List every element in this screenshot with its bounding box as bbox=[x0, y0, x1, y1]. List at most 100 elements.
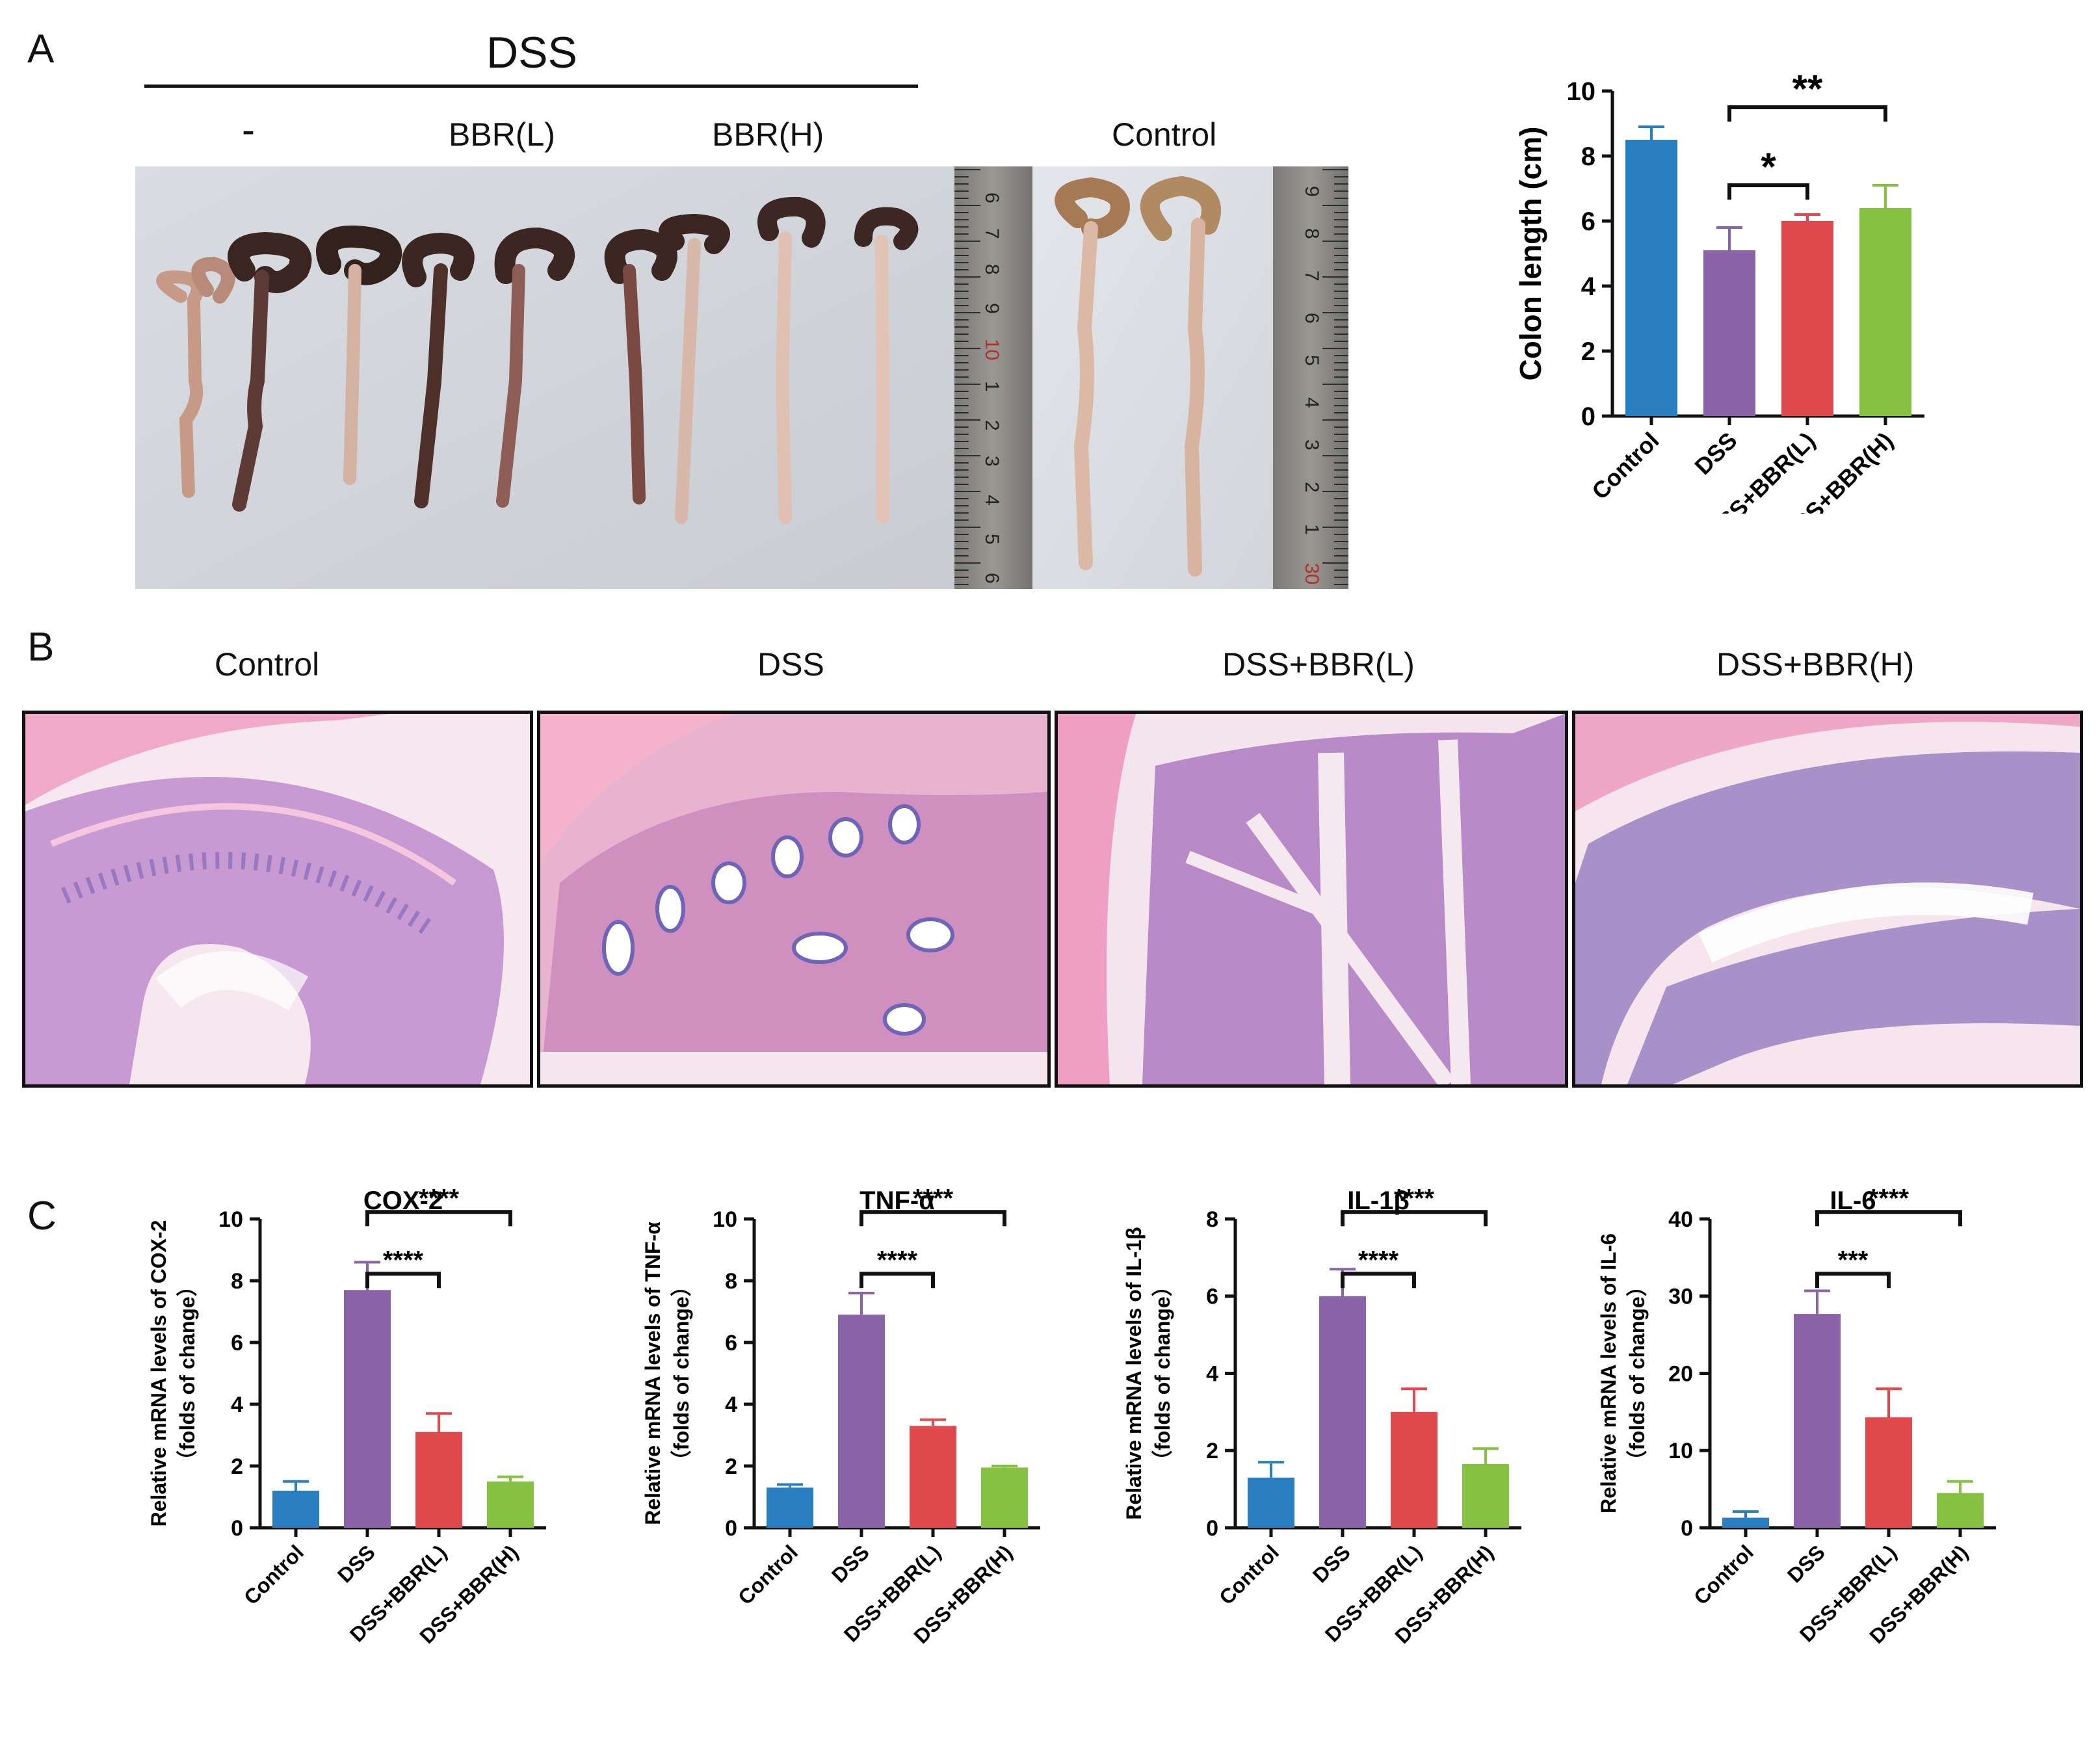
significance-label: **** bbox=[1869, 1184, 1910, 1212]
bar-dss bbox=[344, 1290, 391, 1528]
svg-text:5: 5 bbox=[1301, 355, 1322, 366]
bar-bbr_l bbox=[415, 1432, 462, 1528]
y-tick-label: 30 bbox=[1668, 1285, 1693, 1309]
y-tick-label: 10 bbox=[713, 1207, 737, 1232]
significance-label: *** bbox=[1838, 1246, 1869, 1274]
panel-letter-a: A bbox=[27, 27, 55, 72]
y-tick-label: 0 bbox=[1681, 1516, 1693, 1541]
significance-label: **** bbox=[383, 1246, 424, 1274]
y-tick-label: 0 bbox=[1581, 402, 1595, 431]
x-tick-label: DSS bbox=[1689, 427, 1742, 480]
significance-bracket bbox=[1727, 183, 1809, 200]
group-label-control: Control bbox=[1112, 116, 1217, 153]
bar-control bbox=[1625, 140, 1677, 416]
y-tick-label: 6 bbox=[725, 1331, 737, 1355]
svg-text:8: 8 bbox=[981, 264, 1003, 275]
significance-label: ** bbox=[1792, 67, 1823, 111]
svg-text:3: 3 bbox=[1301, 439, 1322, 451]
y-tick-label: 8 bbox=[1581, 142, 1595, 171]
bar-dss bbox=[1794, 1314, 1841, 1528]
svg-text:7: 7 bbox=[1301, 270, 1322, 281]
histology-image-dss bbox=[537, 711, 1051, 1088]
svg-text:10: 10 bbox=[981, 339, 1003, 360]
dss-header-rule bbox=[144, 85, 918, 88]
y-tick-label: 40 bbox=[1668, 1207, 1693, 1232]
x-tick-label: DSS bbox=[827, 1540, 874, 1587]
svg-text:2: 2 bbox=[1301, 482, 1322, 493]
svg-text:30: 30 bbox=[1301, 563, 1322, 584]
bar-bbr_l bbox=[1781, 221, 1833, 416]
y-axis-label: （folds of change） bbox=[176, 1276, 199, 1471]
bar-control bbox=[767, 1487, 813, 1528]
significance-bracket bbox=[1815, 1210, 1962, 1227]
bar-dss bbox=[1703, 250, 1755, 416]
colon-photo: 6 7 8 9 10 1 2 3 4 5 6 9 8 7 6 5 4 3 2 1… bbox=[135, 166, 1348, 589]
svg-text:2: 2 bbox=[981, 420, 1003, 431]
x-tick-label: Control bbox=[1586, 427, 1664, 504]
bar-bbr_h bbox=[1937, 1493, 1984, 1528]
y-tick-label: 8 bbox=[231, 1269, 243, 1294]
y-tick-label: 10 bbox=[1668, 1439, 1693, 1463]
bar-bbr_h bbox=[981, 1467, 1028, 1528]
bar-dss bbox=[1319, 1296, 1366, 1528]
significance-bracket bbox=[1341, 1272, 1416, 1289]
svg-text:9: 9 bbox=[1301, 186, 1322, 197]
svg-text:5: 5 bbox=[981, 534, 1003, 545]
y-axis-label: Relative mRNA levels of IL-6 bbox=[1597, 1233, 1620, 1513]
significance-bracket bbox=[860, 1210, 1006, 1227]
y-tick-label: 0 bbox=[231, 1516, 243, 1541]
y-tick-label: 0 bbox=[1206, 1516, 1218, 1541]
significance-label: **** bbox=[913, 1184, 954, 1212]
bar-bbr_h bbox=[1462, 1464, 1509, 1528]
y-axis-label: Colon length (cm) bbox=[1514, 127, 1547, 381]
significance-bracket bbox=[365, 1210, 512, 1227]
y-tick-label: 0 bbox=[725, 1516, 737, 1541]
group-label-bbr-h: BBR(H) bbox=[712, 116, 824, 153]
significance-label: **** bbox=[1358, 1246, 1399, 1274]
y-tick-label: 8 bbox=[1206, 1207, 1218, 1232]
svg-text:6: 6 bbox=[981, 192, 1003, 203]
y-tick-label: 2 bbox=[1581, 337, 1595, 366]
y-axis-label: Relative mRNA levels of IL-1β bbox=[1122, 1227, 1146, 1519]
dss-header: DSS bbox=[486, 28, 577, 77]
y-axis-label: （folds of change） bbox=[1625, 1276, 1649, 1471]
x-tick-label: Control bbox=[733, 1540, 802, 1609]
bar-control bbox=[1248, 1477, 1294, 1528]
significance-bracket bbox=[1341, 1210, 1488, 1227]
significance-label: **** bbox=[1394, 1184, 1435, 1212]
histo-title-bbr-l: DSS+BBR(L) bbox=[1222, 646, 1415, 683]
significance-bracket bbox=[365, 1272, 441, 1289]
bar-dss bbox=[838, 1315, 885, 1528]
bar-bbr_h bbox=[487, 1481, 534, 1528]
y-tick-label: 10 bbox=[1567, 77, 1596, 106]
significance-bracket bbox=[1815, 1272, 1891, 1289]
y-axis-label: Relative mRNA levels of COX-2 bbox=[147, 1220, 170, 1527]
svg-text:1: 1 bbox=[1301, 524, 1322, 535]
significance-label: **** bbox=[877, 1246, 918, 1274]
y-tick-label: 2 bbox=[725, 1454, 737, 1479]
significance-label: * bbox=[1761, 145, 1776, 189]
y-tick-label: 2 bbox=[1206, 1439, 1218, 1463]
y-tick-label: 6 bbox=[1581, 207, 1595, 236]
histo-title-bbr-h: DSS+BBR(H) bbox=[1716, 646, 1915, 683]
histology-image-control bbox=[22, 711, 533, 1088]
svg-text:1: 1 bbox=[981, 381, 1003, 392]
bar-bbr_l bbox=[910, 1426, 956, 1528]
significance-bracket bbox=[1727, 105, 1887, 122]
svg-text:4: 4 bbox=[981, 495, 1003, 506]
x-tick-label: DSS bbox=[1783, 1540, 1830, 1587]
svg-text:6: 6 bbox=[981, 573, 1003, 584]
panel-letter-b: B bbox=[27, 625, 55, 670]
y-tick-label: 6 bbox=[231, 1331, 243, 1355]
svg-text:9: 9 bbox=[981, 303, 1003, 314]
group-label-bbr-l: BBR(L) bbox=[449, 116, 555, 153]
bar-control bbox=[1722, 1517, 1769, 1528]
y-tick-label: 4 bbox=[231, 1393, 243, 1417]
y-tick-label: 4 bbox=[1581, 272, 1596, 301]
histo-title-control: Control bbox=[215, 646, 320, 683]
panel-letter-c: C bbox=[27, 1194, 57, 1238]
bar-bbr_h bbox=[1859, 208, 1911, 416]
